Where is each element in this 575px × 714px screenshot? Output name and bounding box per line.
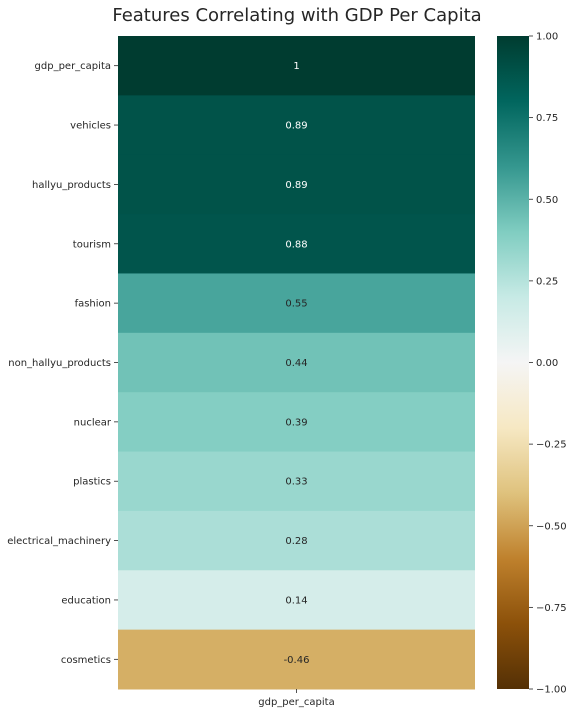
row-tick-label: cosmetics — [61, 655, 111, 666]
colorbar-tick-label: 0.25 — [536, 276, 558, 287]
colorbar-tick-label: −0.25 — [536, 440, 567, 451]
heatmap-cell-gdp-per-capita — [118, 36, 475, 96]
colorbar-tick-label: 1.00 — [536, 32, 558, 43]
row-tick-label: non_hallyu_products — [8, 358, 111, 369]
colorbar-tick-label: −1.00 — [536, 685, 567, 696]
heatmap-cell-vehicles — [118, 95, 475, 156]
cell-value-label: 0.14 — [285, 595, 307, 606]
colorbar-tick-label: 0.00 — [536, 358, 558, 369]
row-tick-label: fashion — [75, 299, 111, 310]
heatmap-cell-electrical-machinery — [118, 510, 475, 571]
row-tick-labels: gdp_per_capita vehicles hallyu_productstou… — [7, 61, 118, 666]
row-tick-label: vehicles — [70, 121, 111, 132]
cell-value-label: 0.89 — [285, 180, 307, 191]
heatmap-cell-non-hallyu-products — [118, 332, 475, 393]
colorbar-tick-label: −0.75 — [536, 603, 567, 614]
colorbar-tick-label: −0.50 — [536, 521, 567, 532]
cell-value-label: 0.39 — [285, 417, 307, 428]
column-tick-label: gdp_per_capita — [258, 697, 334, 708]
cell-value-label: 0.55 — [285, 299, 307, 310]
cell-value-label: -0.46 — [284, 655, 310, 666]
heatmap-cells: 1 0.89 0.89 0.88 0.55 0.44 0.39 0.33 0.28 0.14 -0.… — [118, 36, 475, 690]
cell-value-label: 1 — [293, 61, 299, 72]
colorbar-tick-label: 0.50 — [536, 195, 558, 206]
heatmap-cell-nuclear — [118, 392, 475, 453]
colorbar-gradient — [497, 36, 529, 689]
colorbar-ticks: 1.00 0.75 0.50 0.25 0.00 −0.25 −0.50 −0.75 −1.00 — [529, 32, 567, 696]
heatmap-cell-fashion — [118, 273, 475, 334]
cell-value-label: 0.28 — [285, 536, 307, 547]
heatmap-cell-education — [118, 570, 475, 631]
heatmap-cell-cosmetics — [118, 629, 475, 690]
row-tick-label: plastics — [73, 477, 111, 488]
colorbar: 1.00 0.75 0.50 0.25 0.00 −0.25 −0.50 −0.75 −1.00 — [497, 32, 567, 696]
heatmap-cell-hallyu-products — [118, 154, 475, 215]
row-tick-label: education — [61, 595, 111, 606]
row-tick-label: tourism — [73, 239, 111, 250]
row-tick-label: hallyu_products — [32, 180, 111, 191]
colorbar-tick-label: 0.75 — [536, 113, 558, 124]
chart-title: Features Correlating with GDP Per Capita — [112, 5, 481, 26]
cell-value-label: 0.89 — [285, 121, 307, 132]
row-tick-label: gdp_per_capita — [35, 61, 111, 72]
row-tick-label: electrical_machinery — [7, 536, 111, 547]
heatmap-cell-plastics — [118, 451, 475, 512]
cell-value-label: 0.44 — [285, 358, 307, 369]
cell-value-label: 0.88 — [285, 239, 307, 250]
row-tick-label: nuclear — [74, 417, 112, 428]
heatmap-cell-tourism — [118, 214, 475, 274]
column-tick-labels: gdp_per_capita — [258, 689, 335, 708]
cell-value-label: 0.33 — [285, 477, 307, 488]
